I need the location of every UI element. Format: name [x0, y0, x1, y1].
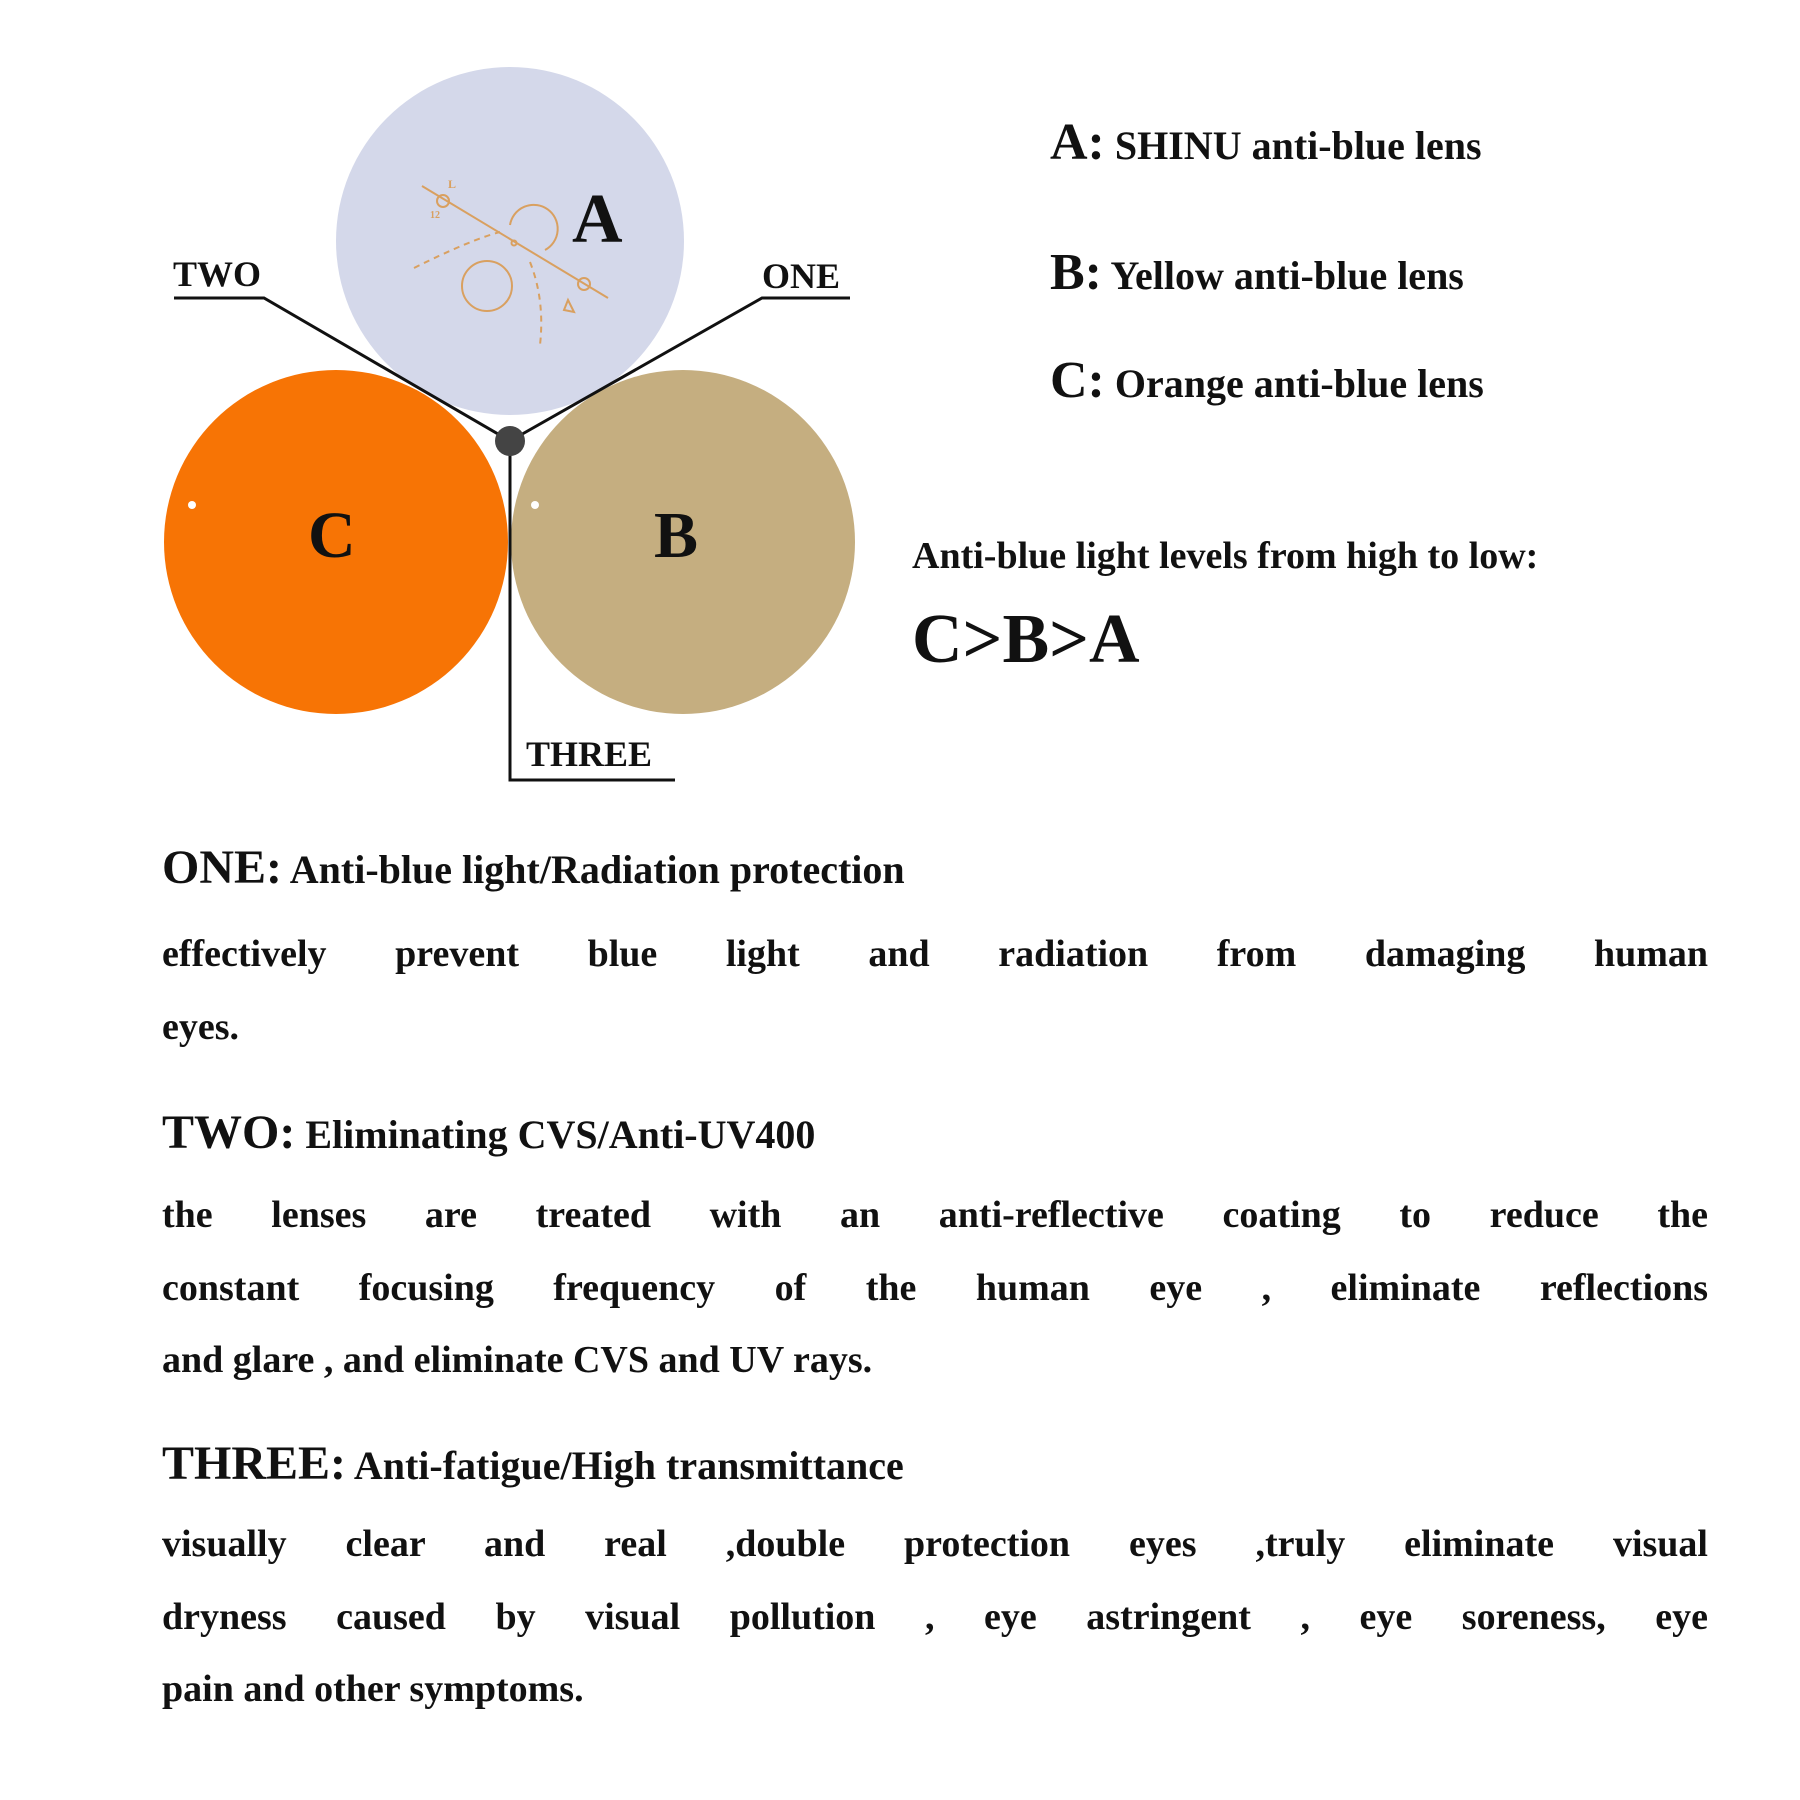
feature-two-line: constant focusing frequency of the human…: [162, 1267, 1708, 1309]
legend-item-c: C: Orange anti-blue lens: [1050, 352, 1484, 409]
feature-two-line: and glare , and eliminate CVS and UV ray…: [162, 1339, 873, 1381]
callout-one: ONE: [762, 256, 841, 296]
lens-c-label: C: [308, 499, 356, 572]
lens-a-label: A: [572, 181, 623, 258]
lens-b: [511, 370, 855, 714]
feature-one-line: effectively prevent blue light and radia…: [162, 933, 1708, 975]
lens-marking-icon: L 12: [413, 177, 609, 346]
feature-three-line: visually clear and real ,double protecti…: [162, 1523, 1708, 1565]
callout-three: THREE: [526, 734, 653, 774]
legend-item-a: A: SHINU anti-blue lens: [1050, 114, 1482, 171]
callout-two: TWO: [173, 254, 262, 294]
junction-dot: [495, 426, 525, 456]
ranking-label: Anti-blue light levels from high to low:: [912, 535, 1539, 577]
feature-two-line: the lenses are treated with an anti-refl…: [162, 1194, 1708, 1236]
callout-lines: [174, 296, 850, 782]
feature-three-line: pain and other symptoms.: [162, 1668, 584, 1710]
lens-a: [336, 67, 684, 415]
feature-three-line: dryness caused by visual pollution , eye…: [162, 1596, 1708, 1638]
lens-marking-l: L: [448, 177, 456, 191]
feature-one-line: eyes.: [162, 1006, 240, 1048]
legend-item-b: B: Yellow anti-blue lens: [1050, 244, 1464, 301]
ranking-value: C>B>A: [912, 601, 1140, 678]
lens-marking-num: 12: [430, 210, 440, 221]
feature-one-heading: ONE: Anti-blue light/Radiation protectio…: [162, 841, 905, 894]
lens-b-label: B: [654, 499, 699, 572]
feature-two-heading: TWO: Eliminating CVS/Anti-UV400: [162, 1106, 816, 1159]
feature-three-heading: THREE: Anti-fatigue/High transmittance: [162, 1437, 904, 1490]
lens-c: [164, 370, 508, 714]
